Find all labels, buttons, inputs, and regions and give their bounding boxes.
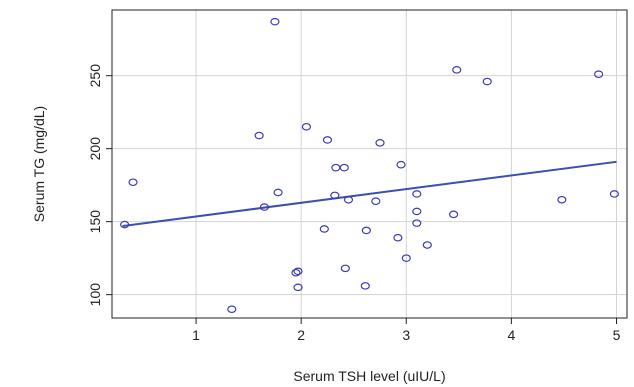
data-point bbox=[273, 188, 283, 197]
data-point bbox=[375, 139, 385, 147]
data-point bbox=[339, 163, 349, 172]
data-point bbox=[322, 136, 333, 144]
data-point bbox=[331, 163, 341, 172]
data-point bbox=[412, 219, 422, 227]
data-point bbox=[448, 210, 459, 219]
data-point bbox=[254, 131, 264, 140]
x-tick-label: 1 bbox=[192, 327, 200, 343]
y-tick-label: 150 bbox=[87, 210, 103, 234]
data-point bbox=[594, 70, 604, 79]
y-tick-label: 100 bbox=[87, 283, 103, 307]
y-tick-label: 250 bbox=[87, 64, 103, 88]
plot-frame bbox=[111, 9, 628, 319]
data-point bbox=[422, 241, 432, 249]
data-point bbox=[412, 190, 422, 198]
data-point bbox=[293, 283, 303, 292]
y-axis-label: Serum TG (mg/dL) bbox=[31, 106, 47, 222]
x-tick-label: 2 bbox=[297, 327, 305, 343]
data-point bbox=[371, 197, 381, 206]
data-point bbox=[412, 207, 422, 216]
regression-line bbox=[122, 160, 617, 228]
data-point bbox=[343, 195, 354, 204]
x-axis-label: Serum TSH level (uIU/L) bbox=[293, 368, 445, 384]
x-tick-label: 3 bbox=[402, 327, 410, 343]
data-point bbox=[120, 220, 130, 229]
data-points bbox=[120, 17, 619, 314]
data-point bbox=[227, 305, 237, 314]
data-point bbox=[293, 267, 303, 276]
grid bbox=[112, 10, 627, 318]
x-tick-label: 4 bbox=[507, 327, 515, 343]
data-point bbox=[609, 190, 619, 198]
data-point bbox=[393, 233, 403, 242]
data-point bbox=[452, 66, 462, 74]
y-axis: 100 150 200 250 bbox=[87, 64, 112, 307]
data-point bbox=[128, 178, 138, 187]
data-point bbox=[361, 226, 371, 235]
data-point bbox=[330, 191, 340, 200]
x-tick-label: 5 bbox=[613, 327, 621, 343]
data-point bbox=[301, 122, 312, 131]
data-point bbox=[401, 254, 411, 262]
data-point bbox=[319, 225, 329, 233]
data-point bbox=[340, 264, 350, 273]
data-point bbox=[482, 77, 492, 86]
data-point bbox=[557, 195, 567, 204]
y-tick-label: 200 bbox=[87, 137, 103, 161]
x-axis: 1 2 3 4 5 bbox=[192, 318, 621, 343]
data-point bbox=[291, 268, 301, 277]
data-point bbox=[270, 17, 280, 26]
data-point bbox=[396, 160, 406, 169]
data-point bbox=[259, 203, 269, 211]
data-point bbox=[360, 282, 370, 290]
